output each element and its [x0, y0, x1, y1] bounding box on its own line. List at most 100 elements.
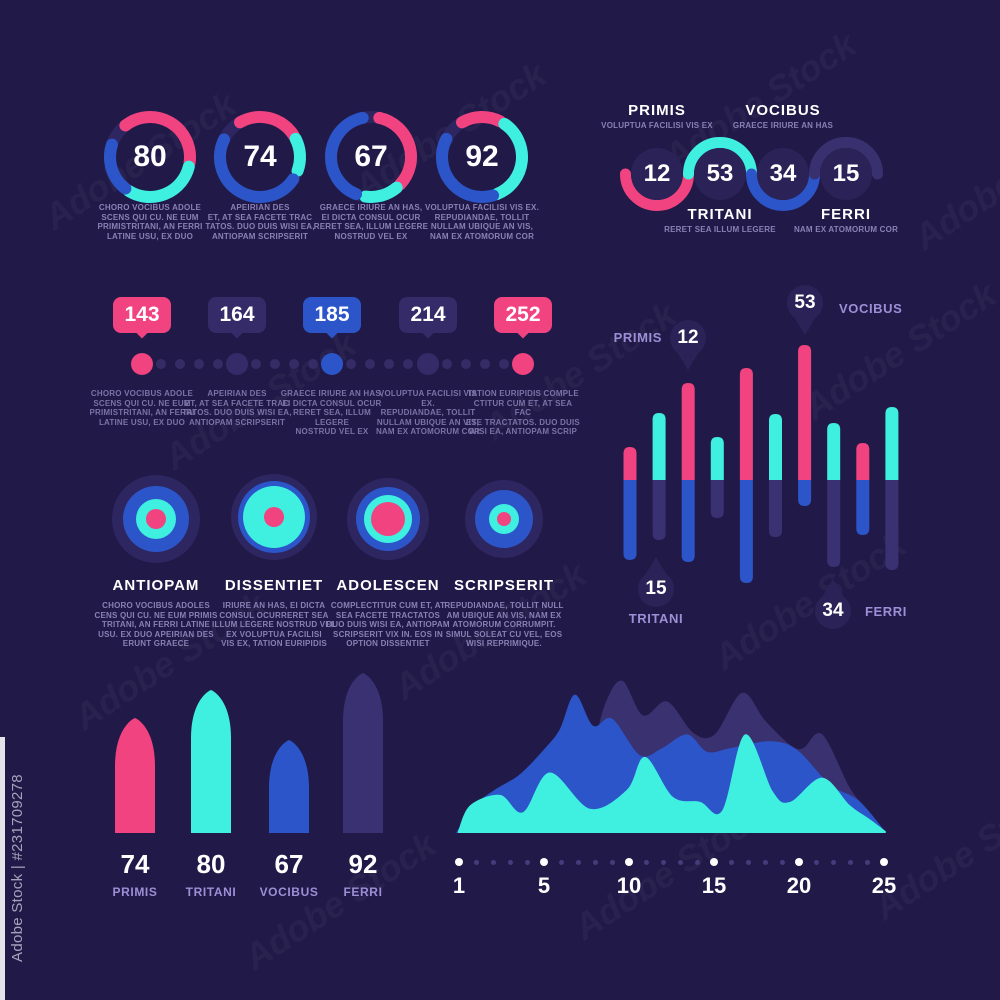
target-ring: [497, 512, 511, 526]
column-bar: [269, 740, 309, 833]
target-ring: [136, 499, 176, 539]
stacked-bar-top: [769, 414, 782, 480]
axis-dot-major: [625, 858, 633, 866]
timeline-bubble-tail: [133, 321, 151, 339]
wave-arc: [809, 137, 883, 180]
timeline-caption: CHORO VOCIBUS ADOLE SCENS QUI CU. NE EUM…: [89, 389, 195, 427]
donut-track: [214, 111, 306, 203]
timeline-small-dot: [213, 359, 223, 369]
column-bar: [115, 718, 155, 833]
stacked-bar-bottom: [710, 480, 724, 518]
axis-dot-minor: [762, 860, 768, 865]
timeline-small-dot: [442, 359, 452, 369]
axis-dot-minor: [507, 860, 513, 865]
target-ring: [356, 487, 420, 551]
donut-caption: VOLUPTUA FACILISI VIS EX. REPUDIANDAE, T…: [424, 203, 540, 241]
target-ring: [475, 490, 533, 548]
map-pin-icon: [787, 285, 823, 335]
donut-segment-blue: [214, 133, 300, 203]
target-ring: [123, 486, 189, 552]
watermark-tile: Adobe Stock: [66, 583, 273, 738]
donut-segment-cyan: [490, 117, 528, 201]
map-pin-point: [793, 315, 817, 335]
wave-arc: [746, 168, 820, 211]
watermark-tile: Adobe Stock: [706, 523, 913, 678]
timeline-bubble-tail: [228, 321, 246, 339]
timeline-small-dot: [384, 359, 394, 369]
target-title: ANTIOPAM: [112, 577, 200, 594]
axis-dot-minor: [609, 860, 615, 865]
timeline-small-dot: [461, 359, 471, 369]
map-pin-point: [644, 557, 668, 577]
concentric-chart: [112, 474, 543, 563]
stacked-bar-top: [710, 437, 724, 480]
stacked-bar-top: [623, 447, 637, 480]
stacked-bar-bottom: [769, 480, 782, 537]
wave-label-title: FERRI: [821, 206, 871, 223]
watermark-tile: Adobe Stock: [36, 83, 243, 238]
stacked-bar-top: [739, 368, 753, 480]
target-ring: [238, 481, 310, 553]
timeline-bubble: [399, 297, 457, 333]
donut-caption: APEIRIAN DES ET, AT SEA FACETE TRAC TATO…: [205, 203, 315, 241]
map-pin-icon: [638, 557, 674, 607]
pin-label: VOCIBUS: [839, 301, 903, 316]
axis-dot-minor: [830, 860, 836, 865]
wave-label-caption: RERET SEA ILLUM LEGERE: [664, 225, 776, 234]
target-ring: [489, 504, 519, 534]
column-label: PRIMIS: [112, 885, 158, 899]
donut-value: 74: [243, 140, 277, 173]
pin-label: TRITANI: [628, 611, 684, 626]
stacked-bar-top: [652, 413, 666, 480]
timeline-bubble-value: 252: [505, 303, 541, 326]
target-ring: [112, 475, 200, 563]
timeline-marker-dot: [226, 353, 248, 375]
watermark-tile: Adobe Stock: [346, 53, 553, 208]
timeline-small-dot: [175, 359, 185, 369]
timeline-small-dot: [480, 359, 490, 369]
watermark-tile: Adobe Stock: [566, 793, 773, 948]
timeline-bubble: [208, 297, 266, 333]
timeline-bubble-value: 164: [219, 303, 255, 326]
timeline-marker-dot: [131, 353, 153, 375]
target-title: DISSENTIET: [224, 577, 324, 594]
pin-value: 53: [794, 292, 816, 313]
axis-dot-minor: [575, 860, 581, 865]
timeline-bubble: [113, 297, 171, 333]
map-pin-head: [638, 571, 674, 607]
wave-label-caption: NAM EX ATOMORUM COR: [793, 225, 899, 234]
wave-node: [820, 148, 872, 200]
target-caption: COMPLECTITUR CUM ET, AT SEA FACETE TRACT…: [326, 601, 450, 649]
axis-dot-minor: [728, 860, 734, 865]
area-layer-front: [458, 734, 886, 833]
timeline-small-dot: [194, 359, 204, 369]
axis-dot-major: [880, 858, 888, 866]
watermark-tile: Adobe Stock: [906, 103, 1000, 258]
wave-arc: [620, 168, 694, 211]
watermark-tile: Adobe Stock: [866, 773, 1000, 928]
axis-dot-major: [540, 858, 548, 866]
timeline-bubble-tail: [419, 321, 437, 339]
stacked-bar-bottom: [827, 480, 841, 567]
axis-dot-minor: [745, 860, 751, 865]
timeline-marker-dot: [512, 353, 534, 375]
stacked-bar-bottom: [681, 480, 695, 562]
axis-dot-minor: [490, 860, 496, 865]
column-value: 74: [120, 849, 150, 879]
map-pin-head: [787, 285, 823, 321]
axis-tick-label: 20: [786, 873, 812, 898]
donut-caption: GRAECE IRIURE AN HAS, EI DICTA CONSUL OC…: [313, 203, 429, 241]
donut-segment-cyan: [289, 132, 306, 177]
stacked-bar-top: [681, 383, 695, 480]
stacked-bar-bottom: [739, 480, 753, 583]
wave-node-value: 15: [832, 160, 860, 187]
timeline-caption: VOLUPTUA FACILISI VIS EX. REPUDIANDAE, T…: [375, 389, 481, 437]
timeline-bubble-tail: [514, 321, 532, 339]
area-layer-middle: [455, 694, 884, 833]
timeline-small-dot: [251, 359, 261, 369]
axis-dot-minor: [524, 860, 530, 865]
target-ring: [264, 507, 284, 527]
column-value: 80: [196, 849, 226, 879]
watermark-tile: Adobe Stock: [656, 23, 863, 178]
